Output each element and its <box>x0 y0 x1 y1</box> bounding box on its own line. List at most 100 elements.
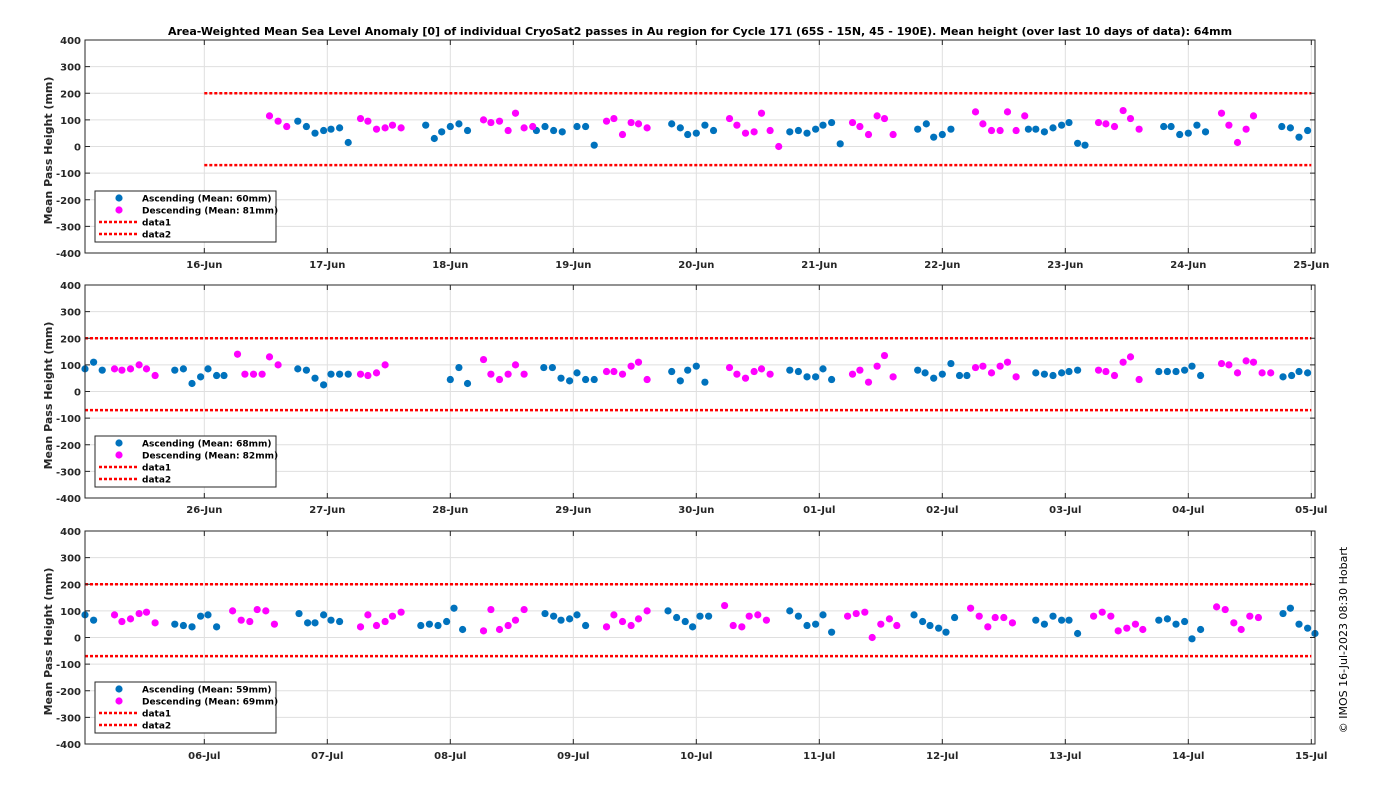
descending-point <box>237 616 245 624</box>
x-tick-label: 29-Jun <box>555 505 591 516</box>
descending-point <box>750 128 758 136</box>
x-tick-label: 16-Jun <box>186 260 222 271</box>
legend-entry: data1 <box>142 710 171 720</box>
ascending-point <box>213 623 221 631</box>
descending-point <box>991 613 999 622</box>
descending-point <box>861 608 869 616</box>
credit-label: © IMOS 16-Jul-2023 08:30 Hobart <box>1337 546 1350 733</box>
descending-point <box>987 369 996 377</box>
y-tick-label: 100 <box>60 607 81 618</box>
ascending-point <box>914 366 922 374</box>
ascending-point <box>188 379 196 388</box>
ascending-point <box>705 612 713 620</box>
descending-point <box>634 358 643 366</box>
ascending-point <box>197 373 205 381</box>
ascending-point <box>557 374 565 382</box>
x-tick-label: 28-Jun <box>432 505 468 516</box>
ascending-point <box>963 371 971 380</box>
descending-point <box>627 362 635 370</box>
descending-point <box>643 607 651 615</box>
ascending-point <box>914 125 922 133</box>
ascending-point <box>786 607 794 615</box>
legend-marker <box>115 194 123 202</box>
x-tick-label: 30-Jun <box>678 505 714 516</box>
legend-box <box>94 681 277 734</box>
descending-point <box>495 375 504 384</box>
descending-point <box>733 121 741 129</box>
descending-point <box>610 367 618 376</box>
ascending-point <box>1279 609 1287 618</box>
descending-point <box>880 351 889 360</box>
descending-point <box>725 114 734 123</box>
y-tick-label: 0 <box>74 388 81 399</box>
descending-point <box>487 605 495 614</box>
ascending-point <box>1049 612 1057 620</box>
descending-point <box>721 601 729 610</box>
ascending-point <box>450 604 458 612</box>
ascending-point <box>590 375 598 384</box>
descending-point <box>1094 118 1103 127</box>
ascending-point <box>550 612 558 620</box>
descending-point <box>848 118 857 127</box>
descending-point <box>877 620 885 628</box>
descending-point <box>975 612 983 620</box>
x-tick-label: 27-Jun <box>309 505 345 516</box>
ascending-point <box>1058 121 1066 129</box>
descending-point <box>1242 125 1250 133</box>
descending-point <box>634 120 643 128</box>
ascending-point <box>926 621 934 630</box>
descending-point <box>1135 375 1143 384</box>
ascending-point <box>582 122 590 131</box>
y-tick-label: 0 <box>74 634 81 645</box>
ascending-point <box>443 617 451 626</box>
figure-title: Area-Weighted Mean Sea Level Anomaly [0]… <box>168 25 1232 38</box>
descending-point <box>1098 608 1106 616</box>
ascending-point <box>1176 130 1184 139</box>
ascending-point <box>692 362 700 370</box>
legend-entry: Ascending (Mean: 68mm) <box>142 440 271 450</box>
ascending-point <box>836 140 844 148</box>
x-tick-label: 17-Jun <box>309 260 345 271</box>
y-tick-label: -400 <box>56 494 81 505</box>
legend-marker <box>115 206 123 214</box>
ascending-point <box>803 373 811 381</box>
ascending-point <box>1160 122 1168 131</box>
ascending-point <box>668 367 676 376</box>
x-tick-label: 09-Jul <box>557 751 589 762</box>
ascending-point <box>1163 615 1171 623</box>
descending-point <box>388 121 397 129</box>
ascending-point <box>1024 125 1033 133</box>
ascending-point <box>696 612 704 620</box>
x-tick-label: 18-Jun <box>432 260 468 271</box>
descending-point <box>1003 358 1012 366</box>
descending-point <box>1012 126 1020 135</box>
ascending-point <box>1278 122 1286 131</box>
x-tick-label: 12-Jul <box>926 751 958 762</box>
y-tick-label: 400 <box>60 281 81 292</box>
descending-point <box>511 616 520 624</box>
y-tick-label: 0 <box>74 143 81 154</box>
descending-point <box>356 114 365 123</box>
ascending-point <box>320 381 328 389</box>
y-tick-label: 400 <box>60 527 81 538</box>
ascending-point <box>1304 369 1312 377</box>
ascending-point <box>794 367 803 376</box>
descending-point <box>1110 371 1119 380</box>
descending-point <box>1233 138 1242 147</box>
ascending-point <box>935 624 943 632</box>
legend-marker <box>115 439 123 447</box>
ascending-point <box>541 122 549 131</box>
descending-point <box>1230 619 1238 627</box>
y-tick-label: -200 <box>56 441 81 452</box>
descending-point <box>118 617 126 626</box>
descending-series <box>110 350 1275 386</box>
descending-point <box>1217 109 1226 117</box>
descending-point <box>270 620 279 628</box>
descending-point <box>741 374 750 382</box>
descending-point <box>1126 353 1135 361</box>
descending-point <box>643 124 651 132</box>
ascending-point <box>1197 371 1205 380</box>
ascending-point <box>446 122 454 131</box>
ascending-point <box>910 611 918 619</box>
